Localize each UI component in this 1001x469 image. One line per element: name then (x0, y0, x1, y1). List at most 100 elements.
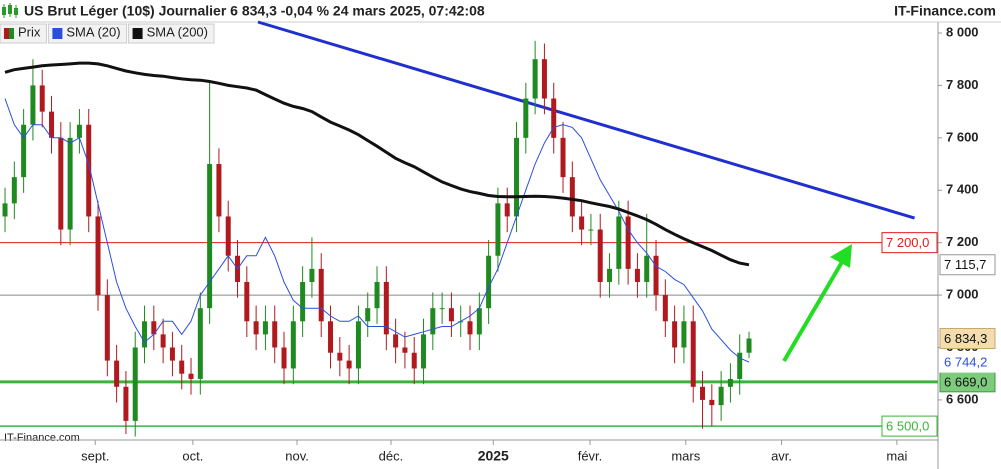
x-tick-label: nov. (285, 448, 309, 463)
candle-body (374, 281, 380, 309)
price-box: 7 200,0 (881, 232, 938, 254)
candle-body (49, 111, 55, 138)
candle-body (681, 321, 687, 348)
candle-body (355, 321, 361, 369)
candle-body (132, 347, 138, 421)
candle-body (393, 334, 399, 348)
candle-body (21, 124, 27, 178)
x-tick-label: avr. (771, 448, 792, 463)
candle-body (197, 308, 203, 379)
candle-body (290, 321, 296, 369)
price-box-label: 6 500,0 (886, 419, 929, 434)
candle-body (114, 360, 120, 387)
x-tick-label: déc. (379, 448, 404, 463)
candle-body (179, 360, 185, 374)
candle-body (142, 321, 148, 348)
candle-body (579, 216, 585, 230)
candle-body (476, 308, 482, 335)
legend-item: SMA (20) (47, 23, 128, 44)
sma-line (4, 98, 750, 363)
y-tick-label: 7 000 (946, 287, 979, 302)
candle-body (328, 321, 334, 353)
price-box: 6 500,0 (881, 415, 938, 437)
candle-body (169, 347, 175, 361)
candle-body (746, 338, 752, 353)
candle-body (672, 321, 678, 348)
candle-body (58, 137, 64, 230)
price-box-bg (881, 232, 938, 254)
x-tick-label: 2025 (478, 448, 509, 464)
candle-body (616, 216, 622, 269)
candle-body (709, 399, 715, 406)
legend-label: Prix (18, 24, 41, 39)
app-icon (2, 3, 18, 18)
y-tick-label: 6 600 (946, 391, 979, 406)
candle-body (337, 352, 343, 361)
y-tick-label: 7 600 (946, 129, 979, 144)
x-tick-label: mai (886, 448, 907, 463)
price-box-label: 6 834,3 (944, 331, 987, 346)
candle-body (67, 137, 73, 230)
candle-body (86, 124, 92, 217)
candle-body (448, 308, 454, 322)
candle-body (253, 321, 259, 335)
candle-body (30, 85, 36, 125)
y-tick-label: 7 200 (946, 234, 979, 249)
legend-box (128, 23, 215, 44)
candle-body (365, 308, 371, 322)
candle-body (2, 203, 8, 217)
legend-swatch (132, 28, 143, 39)
candle-body (588, 229, 594, 231)
legend-item: Prix (0, 23, 47, 44)
candle-body (727, 378, 733, 387)
sma-line (4, 61, 750, 267)
candle-body (439, 308, 445, 310)
candle-body (281, 347, 287, 369)
legend-swatch (52, 28, 63, 39)
candle-body (541, 59, 547, 99)
chart-title: US Brut Léger (10$) Journalier 6 834,3 -… (24, 3, 485, 19)
candle-body (402, 347, 408, 353)
candle-body (514, 137, 520, 217)
x-tick-label: oct. (182, 448, 203, 463)
y-tick-label: 8 000 (946, 24, 979, 39)
candle-body (690, 321, 696, 387)
candle-body (104, 295, 110, 361)
candle-body (346, 360, 352, 369)
candle-body (216, 164, 222, 217)
candle-body (625, 216, 631, 269)
price-box-bg (881, 415, 938, 437)
candle-body (383, 281, 389, 335)
y-tick-label: 7 400 (946, 182, 979, 197)
watermark: IT-Finance.com (4, 432, 80, 444)
price-box-label: 6 744,2 (944, 355, 987, 370)
price-box: 7 115,7 (939, 254, 996, 276)
candle-body (560, 137, 566, 178)
source: IT-Finance.com (894, 3, 996, 19)
candle-body (76, 124, 82, 138)
price-box-bg (939, 351, 996, 373)
candle-body (532, 59, 538, 99)
candle-body (551, 98, 557, 138)
legend-label: SMA (200) (147, 24, 208, 39)
x-tick-label: mars (671, 448, 700, 463)
candle-body (39, 85, 45, 112)
candle-body (430, 308, 436, 335)
candle-body (188, 373, 194, 379)
price-box: 6 834,3 (939, 328, 996, 350)
candle-body (569, 177, 575, 217)
candle-body (11, 177, 17, 204)
x-tick-label: sept. (81, 448, 109, 463)
candle-body (662, 295, 668, 322)
x-tick-label: févr. (578, 448, 603, 463)
candle-body (718, 386, 724, 406)
candle-body (160, 334, 166, 348)
candle-body (607, 268, 613, 282)
candle-body (523, 98, 529, 138)
candle-body (207, 164, 213, 309)
y-tick-label: 7 800 (946, 77, 979, 92)
candle-body (244, 281, 250, 322)
candle-body (634, 268, 640, 282)
